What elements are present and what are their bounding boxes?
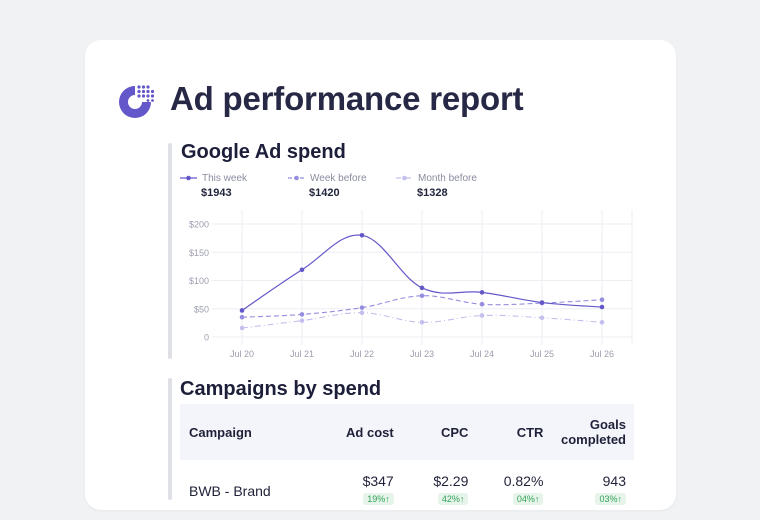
cell-cpc: $2.29 42%↑: [394, 460, 469, 520]
legend-line-this-week-icon: [180, 175, 197, 181]
ad-cost-change-badge: 19%↑: [363, 493, 394, 505]
legend-line-month-before-icon: [396, 175, 413, 181]
legend-total: $1420: [309, 187, 340, 199]
column-header-campaign[interactable]: Campaign: [180, 404, 322, 460]
column-header-ctr[interactable]: CTR: [468, 404, 544, 460]
cpc-value: $2.29: [433, 473, 469, 489]
cpc-change-badge: 42%↑: [437, 493, 469, 505]
goals-value: 943: [602, 473, 626, 489]
legend-item-this-week: This week $1943: [180, 172, 290, 199]
cell-goals-completed: 943 03%↑: [543, 460, 634, 520]
legend-label: Month before: [418, 172, 477, 184]
legend-total: $1943: [201, 187, 232, 199]
campaigns-table: Campaign Ad cost CPC CTR Goals completed…: [180, 404, 634, 520]
legend-label: Week before: [310, 172, 367, 184]
table-row[interactable]: BWB - Brand $347 19%↑ $2.29 42%↑ 0.82% 0…: [180, 460, 634, 520]
chart-title: Google Ad spend: [181, 141, 346, 163]
table-title: Campaigns by spend: [180, 378, 382, 400]
goals-change-badge: 03%↑: [595, 493, 626, 505]
ctr-value: 0.82%: [503, 473, 544, 489]
campaign-name: BWB - Brand: [189, 483, 271, 499]
ctr-change-badge: 04%↑: [512, 493, 544, 505]
legend-line-week-before-icon: [288, 175, 305, 181]
chart-section-divider: [168, 143, 172, 359]
column-header-goals-completed[interactable]: Goals completed: [543, 404, 634, 460]
ad-cost-value: $347: [362, 473, 394, 489]
page-title: Ad performance report: [170, 80, 524, 117]
cell-campaign: BWB - Brand: [180, 460, 321, 520]
table-section-divider: [168, 378, 172, 500]
legend-label: This week: [202, 172, 248, 184]
column-header-ad-cost[interactable]: Ad cost: [321, 404, 394, 460]
legend-total: $1328: [417, 187, 448, 199]
legend-item-week-before: Week before $1420: [288, 172, 398, 199]
table-header-row: Campaign Ad cost CPC CTR Goals completed: [180, 404, 634, 460]
brand-logo-icon: [119, 85, 155, 118]
cell-ad-cost: $347 19%↑: [321, 460, 394, 520]
column-header-label: Goals completed: [560, 417, 626, 447]
cell-ctr: 0.82% 04%↑: [468, 460, 544, 520]
legend-item-month-before: Month before $1328: [396, 172, 506, 199]
column-header-cpc[interactable]: CPC: [393, 404, 469, 460]
